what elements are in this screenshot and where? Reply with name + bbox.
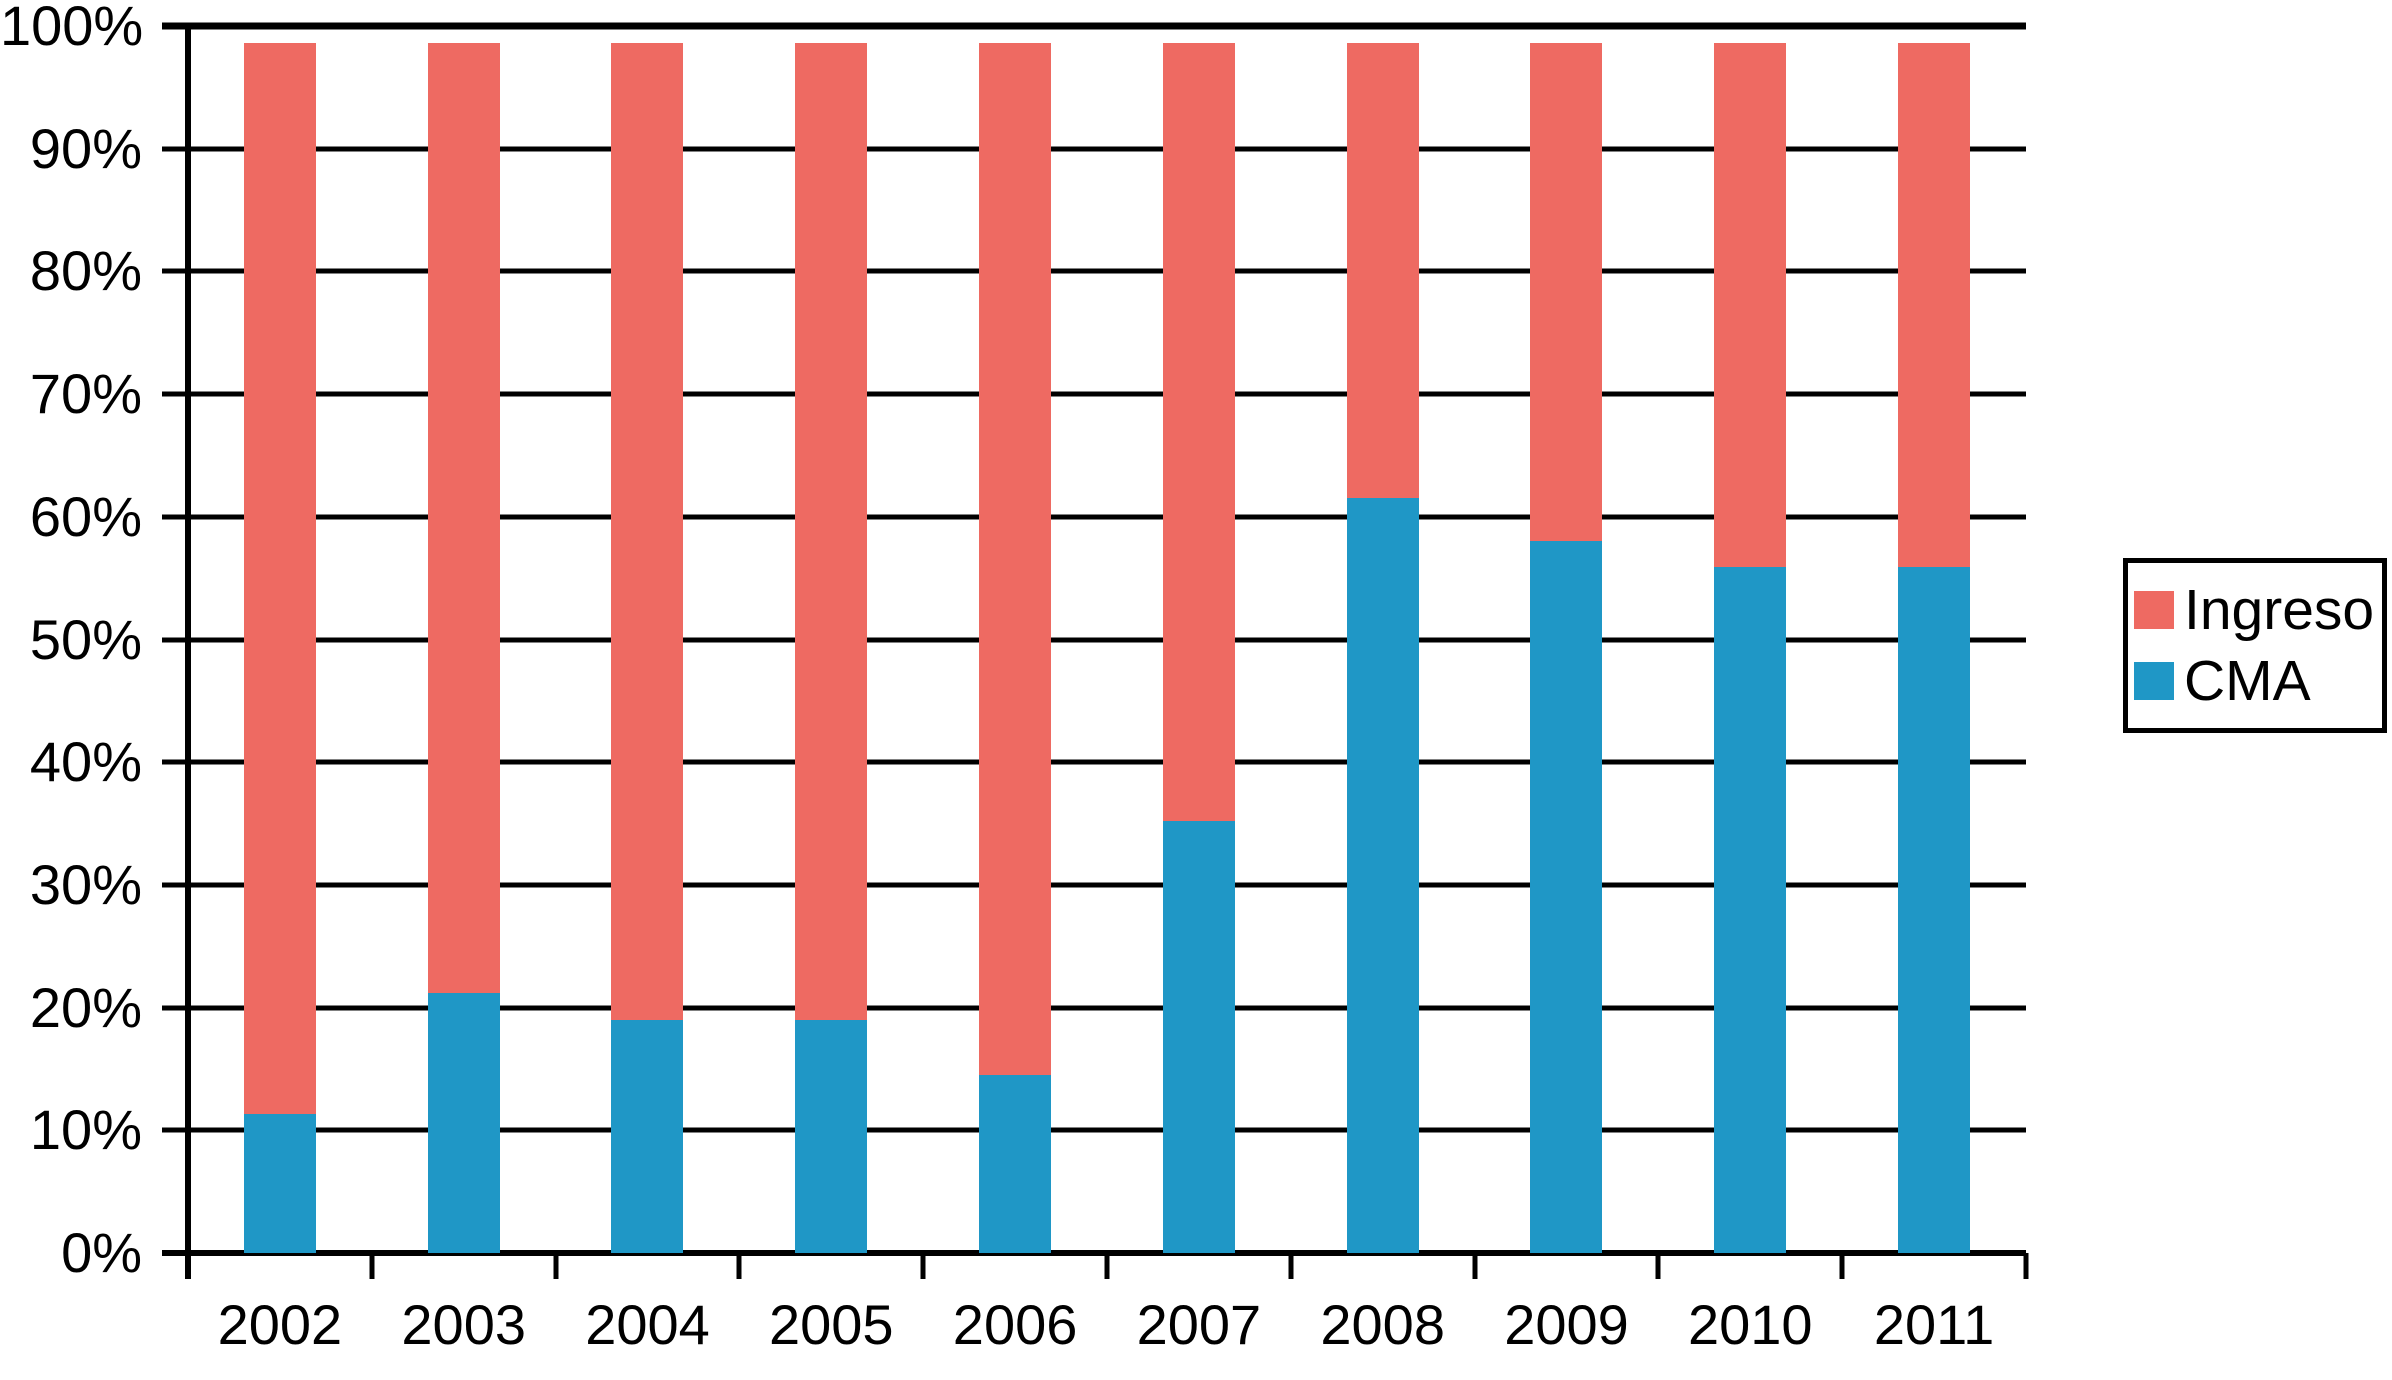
- x-tick-label-2002: 2002: [217, 1293, 343, 1356]
- x-axis-tick-3: [736, 1253, 742, 1279]
- y-tick-label-80: 80%: [29, 239, 142, 303]
- bar-segment-ingreso-2003: [427, 43, 500, 993]
- legend-label-cma: CMA: [2184, 649, 2311, 713]
- x-axis-labels: 2002 2003 2004 2005 2006 2007 2008 2009 2010 2011: [188, 1292, 2026, 1362]
- y-tick-label-100: 100%: [0, 0, 144, 57]
- x-tick-label-2006: 2006: [952, 1293, 1078, 1356]
- x-tick-label-2003: 2003: [401, 1293, 526, 1356]
- bar-segment-cma-2011: [1898, 567, 1971, 1253]
- bar-segment-ingreso-2011: [1898, 43, 1971, 568]
- bar-group-2005: [739, 26, 923, 1253]
- gridline-40: [162, 759, 2026, 765]
- y-tick-label-30: 30%: [29, 852, 142, 916]
- legend-label-ingreso: Ingreso: [2184, 578, 2375, 642]
- x-tick-label-2005: 2005: [769, 1293, 894, 1356]
- gridline-30: [162, 882, 2026, 888]
- bar-segment-cma-2010: [1714, 567, 1787, 1253]
- bar-group-2007: [1107, 26, 1291, 1253]
- x-tick-label-2007: 2007: [1136, 1293, 1262, 1356]
- bar-segment-ingreso-2004: [611, 43, 684, 1020]
- y-tick-label-90: 90%: [29, 116, 142, 180]
- bar-group-2002: [188, 26, 372, 1253]
- bar-group-2011: [1842, 26, 2026, 1253]
- x-axis-tick-10: [2023, 1253, 2029, 1279]
- bar-group-2009: [1475, 26, 1659, 1253]
- y-tick-label-0: 0%: [61, 1221, 142, 1284]
- bar-group-2003: [372, 26, 556, 1253]
- y-tick-label-10: 10%: [29, 1098, 142, 1162]
- x-tick-label-2008: 2008: [1320, 1293, 1445, 1356]
- legend-swatch-cma-icon: [2134, 662, 2174, 700]
- bar-segment-cma-2006: [979, 1075, 1052, 1253]
- y-tick-label-60: 60%: [29, 484, 142, 548]
- gridline-80: [162, 268, 2026, 274]
- x-axis-tick-1: [369, 1253, 375, 1279]
- y-tick-label-50: 50%: [29, 607, 142, 671]
- bar-segment-ingreso-2007: [1162, 43, 1235, 822]
- bar-segment-cma-2005: [795, 1019, 868, 1253]
- x-axis-tick-4: [920, 1253, 926, 1279]
- bar-group-2010: [1658, 26, 1842, 1253]
- gridline-100: [162, 22, 2026, 30]
- bar-group-2006: [923, 26, 1107, 1253]
- y-tick-label-40: 40%: [29, 730, 142, 794]
- x-axis-tick-7: [1472, 1253, 1478, 1279]
- gridline-20: [162, 1005, 2026, 1011]
- x-axis-tick-2: [553, 1253, 559, 1279]
- y-axis-line: [185, 26, 191, 1279]
- bar-segment-ingreso-2009: [1530, 43, 1603, 542]
- x-axis-tick-5: [1104, 1253, 1110, 1279]
- bar-segment-ingreso-2008: [1346, 43, 1419, 499]
- gridline-60: [162, 514, 2026, 520]
- gridline-0: [162, 1250, 2026, 1256]
- bar-segment-cma-2007: [1162, 821, 1235, 1253]
- x-tick-label-2009: 2009: [1504, 1293, 1629, 1356]
- legend-swatch-ingreso-icon: [2134, 591, 2174, 629]
- y-tick-label-70: 70%: [29, 362, 142, 426]
- plot-area: [162, 22, 2029, 1279]
- legend-item-ingreso: Ingreso: [2134, 580, 2382, 640]
- legend-item-cma: CMA: [2134, 651, 2382, 711]
- y-tick-label-20: 20%: [29, 975, 142, 1039]
- x-axis-tick-6: [1288, 1253, 1294, 1279]
- x-axis-tick-8: [1655, 1253, 1661, 1279]
- gridline-90: [162, 146, 2026, 152]
- bar-segment-cma-2003: [427, 992, 500, 1253]
- bar-segment-ingreso-2002: [243, 43, 316, 1115]
- bar-segment-ingreso-2006: [979, 43, 1052, 1076]
- bars-group: [188, 26, 2026, 1253]
- x-tick-label-2004: 2004: [585, 1293, 710, 1356]
- x-axis-tick-9: [1839, 1253, 1845, 1279]
- bar-segment-cma-2008: [1346, 498, 1419, 1253]
- x-tick-label-2011: 2011: [1873, 1293, 1995, 1356]
- bar-segment-ingreso-2005: [795, 43, 868, 1020]
- x-axis-tick-0: [185, 1253, 191, 1279]
- legend-box: Ingreso CMA: [2123, 558, 2387, 733]
- gridline-10: [162, 1127, 2026, 1133]
- bar-segment-cma-2002: [243, 1114, 316, 1253]
- bar-segment-cma-2009: [1530, 541, 1603, 1253]
- bar-segment-cma-2004: [611, 1019, 684, 1253]
- x-tick-label-2010: 2010: [1687, 1293, 1813, 1356]
- gridline-50: [162, 637, 2026, 642]
- bar-group-2008: [1291, 26, 1475, 1253]
- bar-group-2004: [556, 26, 740, 1253]
- bar-segment-ingreso-2010: [1714, 43, 1787, 568]
- gridline-70: [162, 391, 2026, 397]
